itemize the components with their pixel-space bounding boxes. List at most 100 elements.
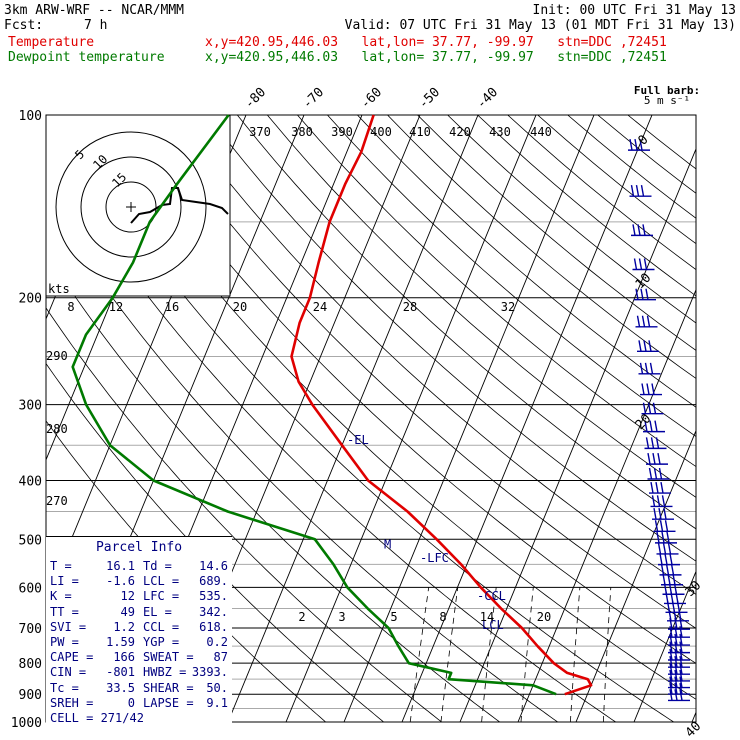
wind-barb-flag — [653, 467, 658, 480]
wind-barb — [668, 689, 690, 702]
isotherm-tick-label: -80 — [242, 85, 269, 112]
isotherm-line — [0, 115, 14, 722]
parcel-cell: Tc = 33.5 — [46, 681, 139, 696]
wind-barb-flag — [674, 618, 678, 630]
wind-barb-flag — [679, 682, 683, 695]
wind-barb-flag — [640, 288, 644, 300]
theta-left-label: 280 — [46, 422, 68, 436]
wind-barb-flag — [679, 689, 683, 701]
sounding-series: -EL -LFC -CCL LCL M — [71, 114, 593, 696]
parcel-key: SVI = — [50, 619, 87, 634]
wind-barb-flag — [629, 139, 633, 151]
plot-frame — [45, 114, 697, 723]
wind-barb — [641, 402, 664, 415]
wind-barb — [649, 481, 671, 494]
parcel-value: 535. — [199, 589, 228, 604]
hodograph-ring-inner — [105, 181, 157, 233]
wind-barb-flag — [669, 682, 673, 695]
parcel-key: LAPSE = — [143, 695, 194, 710]
parcel-value: 689. — [199, 574, 228, 589]
parcel-info-panel: Parcel Info T = 16.1 Td = 14.6 LI = -1.6 LCL =… — [46, 536, 232, 733]
wind-barb-flag — [645, 437, 650, 449]
mixing-ratio-label: 20 — [537, 610, 551, 624]
wind-barb — [643, 420, 665, 433]
wind-barb-flag — [658, 467, 663, 480]
wind-barb-flag — [669, 633, 673, 646]
dry-adiabat — [236, 115, 696, 530]
parcel-level-label: LCL — [482, 618, 504, 632]
mixing-ratio-line — [520, 587, 534, 722]
wind-barb-flag — [670, 563, 675, 576]
theta-top-label: 400 — [370, 125, 392, 139]
dry-adiabat — [206, 115, 696, 562]
parcel-value: 3393. — [191, 665, 228, 680]
barb-key-value: 5 m s⁻¹ — [644, 94, 690, 107]
mixing-ratio-line — [409, 587, 430, 722]
wind-barb-flag — [651, 383, 655, 395]
wind-barb-flag — [665, 563, 670, 576]
wind-barb-flag — [651, 495, 656, 507]
parcel-row: T = 16.1 Td = 14.6 — [46, 559, 232, 574]
hodograph-units-label: kts — [48, 282, 70, 296]
legend-dewpoint: Dewpoint temperature — [8, 50, 165, 65]
wind-barb-flag — [669, 663, 673, 675]
wind-barb-flag — [669, 553, 673, 565]
wind-barb-flag — [669, 656, 673, 668]
theta-top-label: 370 — [249, 125, 271, 139]
wind-barb-flag — [674, 633, 678, 646]
wind-barb-flag — [674, 641, 678, 653]
dry-adiabat — [46, 307, 443, 722]
parcel-level-label: -EL — [347, 433, 369, 447]
wind-barb — [638, 362, 661, 375]
legend-temperature: Temperature — [8, 35, 95, 50]
wind-barb-flag — [650, 437, 655, 449]
wind-barb-flag — [672, 573, 676, 585]
wind-barb-flag — [679, 676, 683, 688]
dewpoint-trace — [71, 114, 557, 696]
wind-barb-flag — [679, 633, 683, 646]
wind-barb-flag — [653, 508, 657, 520]
theta-top-label: 410 — [409, 125, 431, 139]
parcel-key: SHEAR = — [143, 680, 194, 695]
wind-barb-flag — [674, 682, 678, 695]
hodograph-speed-label: 20 — [233, 300, 247, 314]
isotherm-line — [459, 147, 696, 722]
wind-barb-flag — [642, 224, 646, 236]
hodograph-speed-label: 28 — [403, 300, 417, 314]
parcel-value: -1.6 — [106, 574, 135, 589]
parcel-value: -801 — [106, 665, 135, 680]
dry-adiabat — [146, 115, 696, 629]
parcel-value: 16.1 — [106, 559, 135, 573]
hodograph-speed-label: 16 — [165, 300, 179, 314]
wind-barb — [644, 437, 667, 450]
pressure-tick-label: 900 — [19, 688, 42, 703]
wind-barb — [668, 626, 690, 638]
wind-barb-flag — [641, 315, 646, 327]
parcel-cell: LCL = 689. — [139, 574, 232, 589]
valid-time: Valid: 07 UTC Fri 31 May 13 (01 MDT Fri … — [344, 18, 736, 33]
parcel-key: LI = — [50, 574, 79, 589]
parcel-row: PW = 1.59 YGP = 0.2 — [46, 635, 232, 650]
wind-barb-flag — [669, 669, 673, 682]
wind-barb-flag — [669, 626, 673, 638]
dry-adiabat — [46, 199, 559, 722]
parcel-cell: LI = -1.6 — [46, 574, 139, 589]
mixing-ratio-label: 14 — [480, 610, 494, 624]
wind-barb-flag — [679, 618, 683, 630]
wind-barb — [640, 383, 662, 396]
wind-barb-flag — [649, 362, 654, 374]
isotherm-tick-label: 40 — [683, 719, 705, 740]
temperature-trace — [290, 114, 593, 696]
parcel-cell-value: CELL = 271/42 — [50, 710, 144, 725]
wind-barb — [668, 633, 690, 646]
wind-barb-flag — [648, 340, 652, 352]
wind-barb-flag — [646, 315, 651, 327]
barb-key-title: Full barb: — [634, 84, 700, 97]
dry-adiabat — [297, 115, 696, 468]
wind-barb-flag — [669, 618, 673, 630]
hodograph-speed-label: 32 — [501, 300, 515, 314]
wind-barb — [637, 340, 659, 353]
parcel-row: CAPE = 166 SWEAT = 87 — [46, 650, 232, 665]
wind-barb — [658, 553, 680, 566]
wind-barb-flag — [679, 669, 683, 682]
